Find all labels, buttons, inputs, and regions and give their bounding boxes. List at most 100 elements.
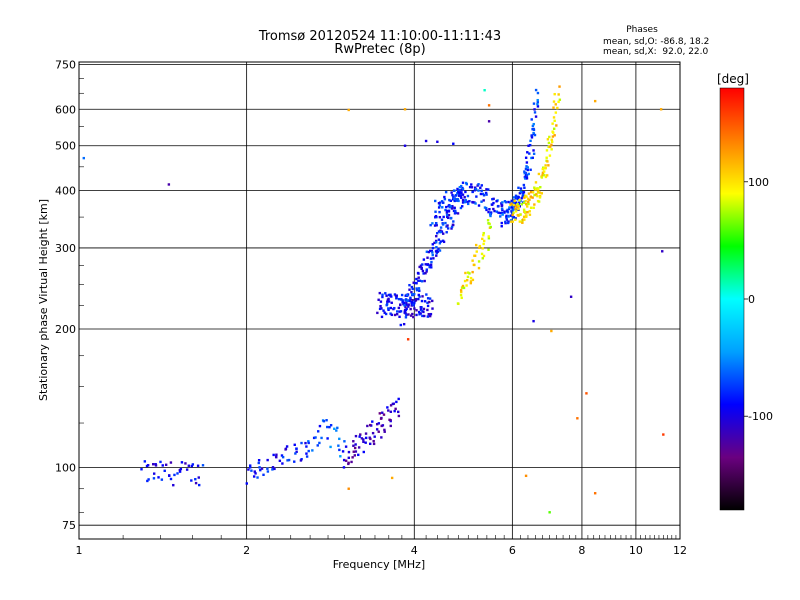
data-point <box>558 98 562 101</box>
data-point <box>423 300 427 303</box>
data-point <box>179 467 183 471</box>
data-point <box>403 144 407 147</box>
x-tick-label: 4 <box>411 544 418 557</box>
data-point <box>468 200 471 203</box>
data-point <box>501 201 504 204</box>
data-point <box>381 411 384 414</box>
data-point <box>350 460 353 464</box>
data-point <box>532 131 535 135</box>
data-point <box>533 108 536 111</box>
data-point <box>337 444 340 447</box>
data-point <box>550 138 553 141</box>
data-point <box>524 200 527 203</box>
data-point <box>543 167 546 170</box>
data-point <box>163 469 166 473</box>
data-point <box>415 287 418 290</box>
data-point <box>487 235 490 238</box>
data-point <box>482 199 485 202</box>
data-point <box>459 289 463 292</box>
data-point <box>514 217 517 220</box>
data-point <box>412 315 415 319</box>
data-point <box>468 272 471 275</box>
data-point <box>387 300 391 303</box>
data-point <box>190 479 193 482</box>
data-point <box>362 450 365 454</box>
data-point <box>404 298 407 302</box>
data-point <box>428 264 432 267</box>
data-point <box>427 312 430 316</box>
data-point <box>411 287 414 291</box>
data-point <box>376 311 379 315</box>
data-point <box>164 463 168 466</box>
data-point <box>461 205 464 208</box>
data-point <box>390 295 393 298</box>
data-point <box>397 297 401 301</box>
data-point <box>448 203 451 207</box>
data-point <box>480 189 483 193</box>
y-tick-label: 200 <box>55 323 76 336</box>
data-point <box>435 249 438 252</box>
data-point <box>373 435 376 438</box>
data-point <box>379 304 382 308</box>
data-point <box>411 303 415 306</box>
data-point <box>430 249 433 253</box>
x-tick-label: 2 <box>243 544 250 557</box>
data-point <box>275 453 278 456</box>
data-point <box>442 215 445 219</box>
data-point <box>249 466 252 469</box>
data-point <box>523 218 526 221</box>
data-point <box>414 297 418 301</box>
data-point <box>406 338 410 341</box>
data-point <box>428 265 431 269</box>
data-point <box>541 173 544 177</box>
data-point <box>426 315 430 318</box>
data-point <box>284 448 287 451</box>
data-point <box>384 312 388 316</box>
data-point <box>481 257 484 260</box>
data-point <box>187 464 191 467</box>
data-point <box>410 301 414 304</box>
data-point <box>541 167 545 171</box>
data-point <box>524 175 527 178</box>
data-point <box>413 293 416 296</box>
data-point <box>512 211 515 214</box>
data-point <box>538 191 541 194</box>
data-point <box>326 437 329 440</box>
data-point <box>512 215 516 219</box>
data-point <box>387 409 390 412</box>
data-point <box>531 191 535 194</box>
data-point <box>662 433 665 436</box>
data-point <box>429 223 432 227</box>
data-point <box>305 445 308 448</box>
data-point <box>517 201 521 204</box>
data-point <box>286 459 289 462</box>
data-point <box>395 400 398 404</box>
data-point <box>359 433 362 436</box>
data-point <box>414 299 418 302</box>
data-point <box>434 214 438 218</box>
data-point <box>157 476 160 479</box>
data-point <box>469 280 473 283</box>
data-point <box>429 257 433 260</box>
data-point <box>451 205 454 208</box>
data-point <box>429 249 432 253</box>
data-point <box>424 263 427 266</box>
data-point <box>372 442 376 446</box>
x-tick-label: 6 <box>509 544 516 557</box>
data-point <box>415 309 418 312</box>
data-point <box>450 191 453 194</box>
data-point <box>509 219 513 222</box>
y-tick-label: 100 <box>55 462 76 475</box>
data-point <box>459 195 463 198</box>
data-point <box>548 511 551 514</box>
data-point <box>380 307 383 310</box>
data-point <box>511 209 514 212</box>
data-point <box>389 424 392 428</box>
data-point <box>452 195 455 198</box>
data-point <box>389 293 392 296</box>
data-point <box>399 310 403 313</box>
data-point <box>505 209 509 213</box>
data-point <box>405 313 408 317</box>
data-point <box>425 293 428 296</box>
